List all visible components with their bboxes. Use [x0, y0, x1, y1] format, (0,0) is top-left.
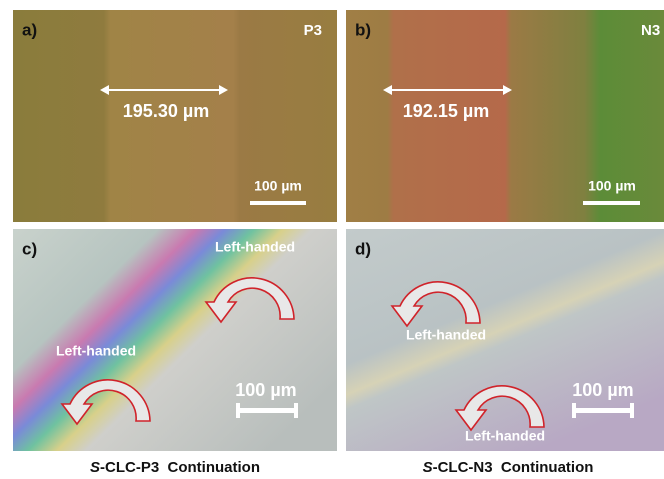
caption: S-CLC-P3 Continuation: [90, 459, 260, 476]
caption-rest: -CLC-N3 Continuation: [433, 459, 594, 476]
caption: S-CLC-N3 Continuation: [423, 459, 594, 476]
scale-label: 100 µm: [235, 380, 296, 400]
scale-bar: [583, 201, 640, 205]
panel-label: d): [355, 239, 371, 258]
scale-label: 100 µm: [588, 178, 636, 194]
panel-label: c): [22, 239, 37, 258]
panel-d-image: [346, 229, 664, 451]
panel-label: a): [22, 20, 37, 39]
caption-rest: -CLC-P3 Continuation: [100, 459, 260, 476]
measure-label: 192.15 µm: [403, 101, 489, 121]
caption-italic: S: [423, 459, 433, 476]
scale-label: 100 µm: [254, 178, 302, 194]
panel-c-image: [13, 229, 337, 451]
panel-tag: N3: [641, 22, 660, 39]
handedness-label: Left-handed: [465, 428, 545, 444]
caption-italic: S: [90, 459, 100, 476]
scale-bar: [250, 201, 306, 205]
handedness-label: Left-handed: [215, 239, 295, 255]
panel-label: b): [355, 20, 371, 39]
handedness-label: Left-handed: [56, 343, 136, 359]
handedness-label: Left-handed: [406, 327, 486, 343]
panel-tag: P3: [304, 22, 322, 39]
scale-label: 100 µm: [572, 380, 633, 400]
measure-label: 195.30 µm: [123, 101, 209, 121]
figure: a) P3 195.30 µm 100 µm b) N3 192.15 µm 1…: [0, 0, 664, 479]
